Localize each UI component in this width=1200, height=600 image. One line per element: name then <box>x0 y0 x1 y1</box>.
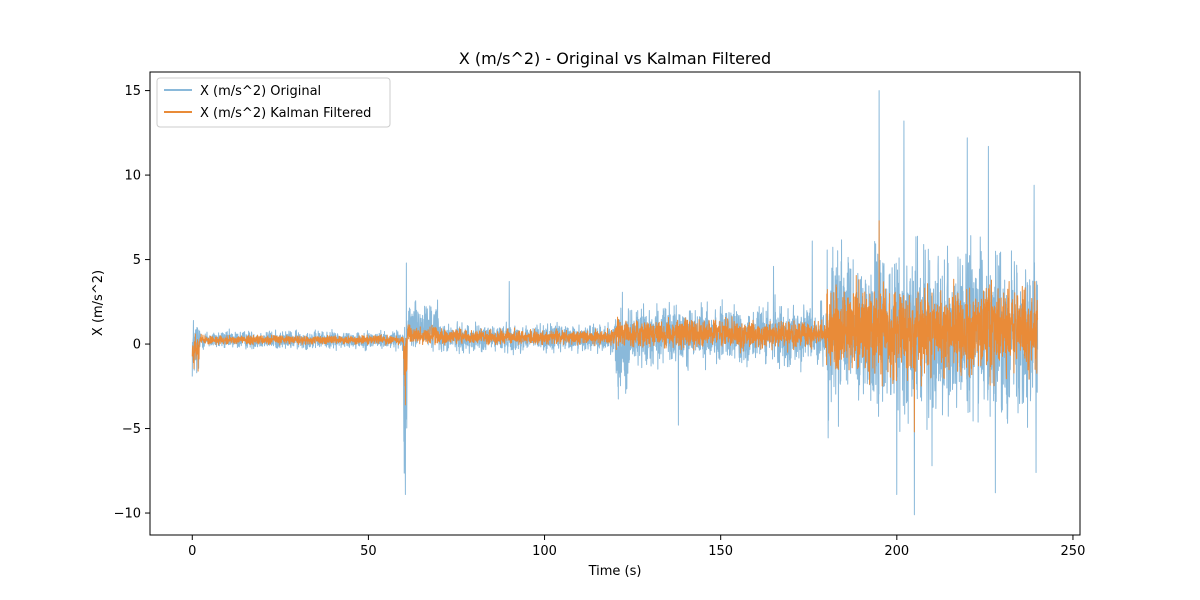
x-tick-label: 100 <box>532 544 557 559</box>
y-tick-label: −10 <box>114 507 141 522</box>
legend-entry-original: X (m/s^2) Original <box>200 84 321 99</box>
y-tick-label: 15 <box>124 84 141 99</box>
y-tick-label: −5 <box>122 422 141 437</box>
y-tick-label: 5 <box>133 253 141 268</box>
x-tick-label: 150 <box>708 544 733 559</box>
series-line-kalman-filtered <box>191 220 1039 433</box>
x-tick-label: 50 <box>360 544 377 559</box>
x-axis-label: Time (s) <box>588 564 642 579</box>
y-tick-label: 10 <box>124 169 141 184</box>
legend-entry-kalman-filtered: X (m/s^2) Kalman Filtered <box>200 106 371 121</box>
y-tick-label: 0 <box>133 338 141 353</box>
y-axis-label: X (m/s^2) <box>91 270 106 336</box>
chart-title: X (m/s^2) - Original vs Kalman Filtered <box>459 49 771 68</box>
legend: X (m/s^2) Original X (m/s^2) Kalman Filt… <box>156 77 391 128</box>
axes-frame <box>149 71 1081 536</box>
plot-area <box>191 90 1039 516</box>
x-tick-label: 0 <box>188 544 196 559</box>
x-axis-ticks: 0 50 100 150 200 250 <box>188 535 1085 559</box>
x-tick-label: 250 <box>1061 544 1086 559</box>
x-tick-label: 200 <box>884 544 909 559</box>
legend-frame <box>156 77 391 128</box>
y-axis-ticks: −10 −5 0 5 10 15 <box>114 84 150 522</box>
